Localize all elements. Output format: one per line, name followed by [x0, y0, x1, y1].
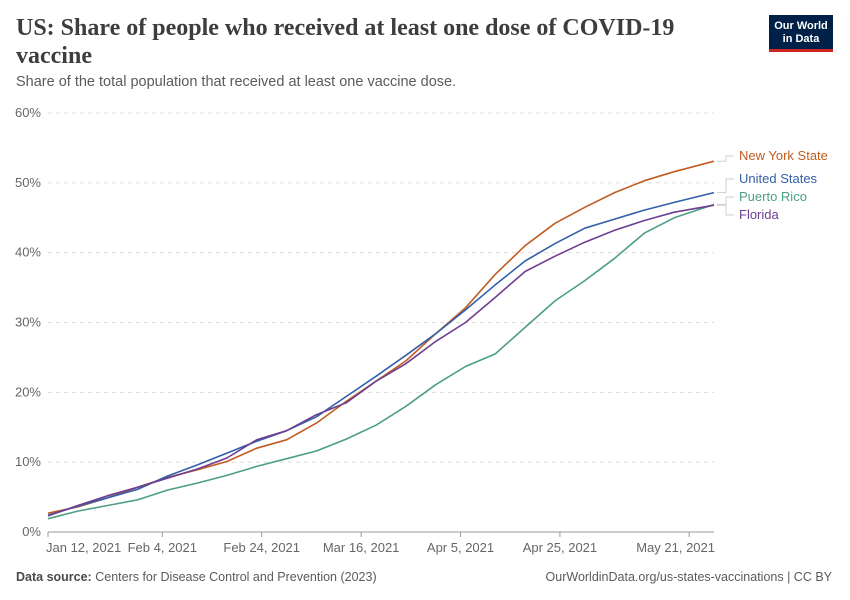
series-label: New York State — [739, 148, 828, 163]
logo-line-1: Our World — [774, 20, 828, 32]
owid-logo[interactable]: Our World in Data — [769, 15, 833, 52]
series-label: Puerto Rico — [739, 189, 807, 204]
x-tick-label: Mar 16, 2021 — [323, 540, 400, 555]
data-source-text[interactable]: Centers for Disease Control and Preventi… — [95, 570, 377, 584]
y-tick-label: 40% — [15, 245, 41, 260]
y-tick-label: 20% — [15, 384, 41, 399]
y-tick-label: 60% — [15, 105, 41, 120]
gridlines — [48, 112, 714, 463]
logo-line-2: in Data — [782, 33, 820, 45]
series-label: Florida — [739, 207, 780, 222]
x-axis: Jan 12, 2021 Feb 4, 2021 Feb 24, 2021 Mar 1… — [46, 531, 715, 555]
series-line — [47, 203, 715, 520]
x-tick-label: Feb 4, 2021 — [128, 540, 197, 555]
x-tick-label: Jan 12, 2021 — [46, 540, 121, 555]
data-source-label: Data source: — [16, 570, 92, 584]
y-tick-label: 30% — [15, 315, 41, 330]
series-line — [47, 204, 715, 517]
label-connector — [717, 178, 734, 194]
x-tick-label: Apr 25, 2021 — [523, 540, 597, 555]
series-line — [47, 191, 715, 516]
x-tick-label: Apr 5, 2021 — [427, 540, 494, 555]
series-label: United States — [739, 171, 818, 186]
label-connector — [717, 155, 734, 162]
y-tick-label: 50% — [15, 175, 41, 190]
label-connector — [717, 204, 734, 216]
x-tick-label: Feb 24, 2021 — [223, 540, 300, 555]
data-source: Data source: Centers for Disease Control… — [16, 570, 377, 584]
y-tick-label: 0% — [22, 524, 41, 539]
y-tick-label: 10% — [15, 454, 41, 469]
label-connector — [717, 196, 734, 205]
chart-title: US: Share of people who received at leas… — [16, 15, 675, 69]
chart-subtitle: Share of the total population that recei… — [16, 74, 457, 90]
series-line — [47, 160, 715, 514]
url-license[interactable]: OurWorldinData.org/us-states-vaccination… — [545, 570, 832, 584]
series-lines — [47, 160, 715, 520]
y-axis: 0% 10% 20% 30% 40% 50% 60% — [15, 105, 41, 539]
x-tick-label: May 21, 2021 — [636, 540, 715, 555]
series-labels: New York State United States Puerto Rico Fl… — [717, 148, 828, 222]
